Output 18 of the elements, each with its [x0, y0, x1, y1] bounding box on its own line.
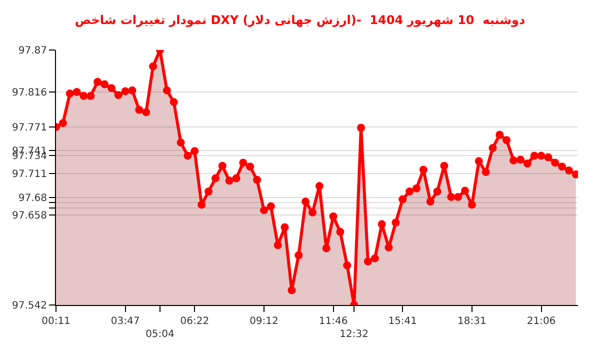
x-tick-label: 15:41	[388, 316, 418, 327]
y-tick-label: 97.771	[12, 122, 47, 134]
y-tick-label: 97.816	[12, 87, 47, 98]
x-tick-label: 18:31	[458, 316, 486, 327]
x-tick-label: 05:04	[146, 329, 174, 340]
chart-title: نمودار تغییرات شاخص DXY (ارزش جهانی دلار)- دوشنبه 10 شهریور 1404	[74, 13, 526, 28]
x-tick-label: 00:11	[42, 316, 70, 327]
x-tick-label: 21:06	[526, 316, 556, 327]
x-tick-label: 09:12	[250, 316, 278, 327]
x-tick-label: 12:32	[340, 329, 369, 340]
x-tick-label: 11:46	[318, 316, 348, 327]
x-tick-label: 03:47	[110, 316, 140, 327]
y-tick-label: 97.68	[18, 193, 47, 204]
y-tick-label: 97.658	[12, 210, 47, 222]
y-tick-label: 97.711	[12, 169, 47, 180]
y-tick-label: 97.542	[12, 300, 47, 312]
y-tick-label: 97.87	[18, 46, 47, 56]
x-tick-label: 06:22	[180, 316, 210, 327]
